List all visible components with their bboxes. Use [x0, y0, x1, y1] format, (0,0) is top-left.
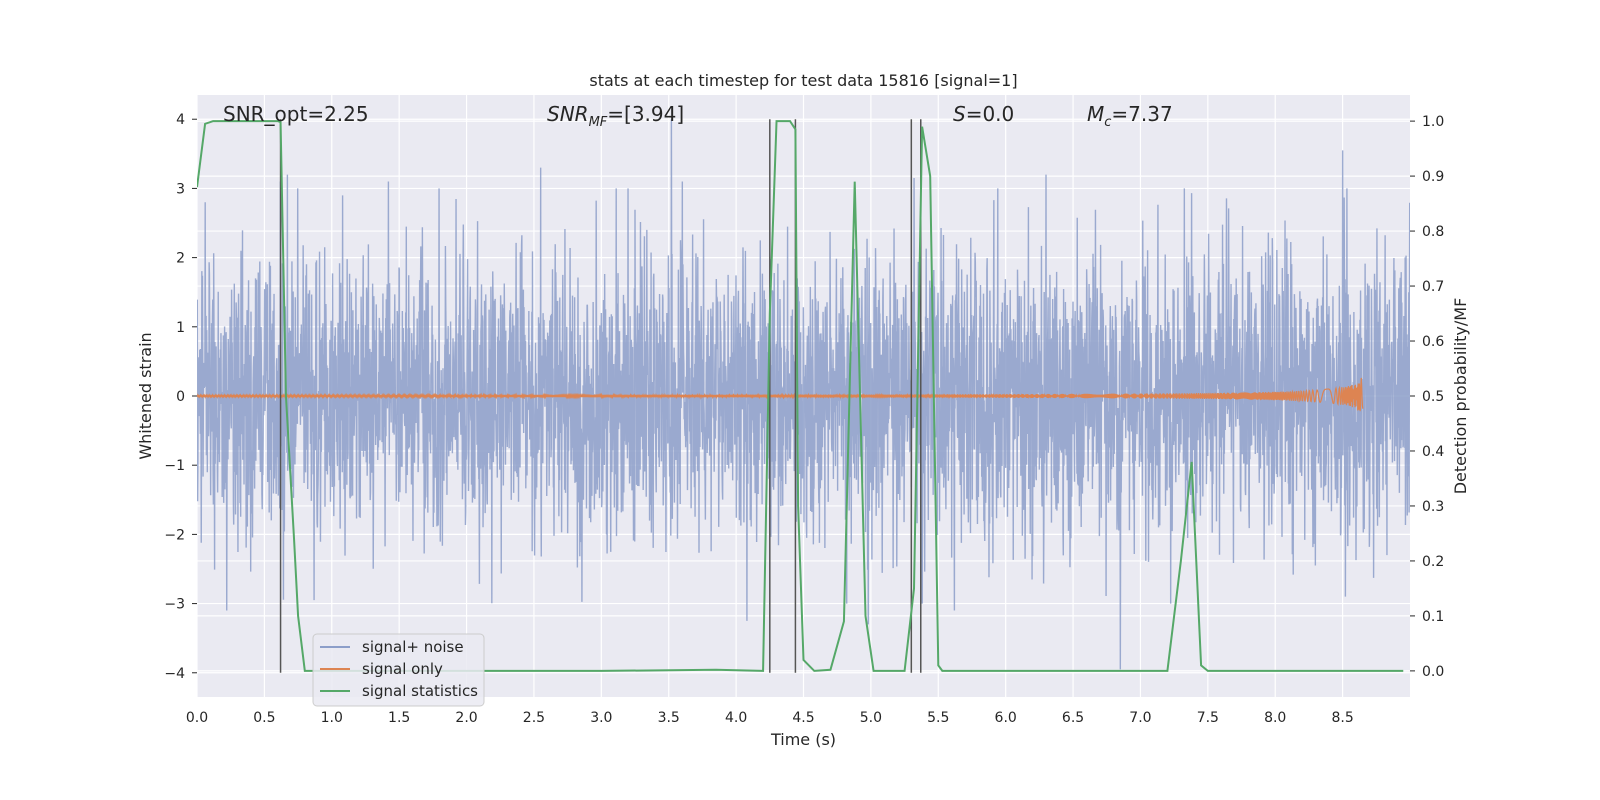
plot-area: [197, 119, 1410, 673]
x-tick-label: 8.0: [1264, 710, 1286, 726]
annotation-snr-opt: SNR_opt=2.25: [223, 102, 369, 126]
x-tick-label: 3.0: [590, 710, 612, 726]
x-tick-label: 5.0: [860, 710, 882, 726]
y2-tick-label: 0.9: [1422, 169, 1444, 185]
x-tick-label: 2.0: [455, 710, 477, 726]
y2-tick-label: 1.0: [1422, 114, 1444, 130]
y-tick-label: 0: [176, 389, 185, 405]
y-tick-label: −1: [164, 458, 185, 474]
annotation-snr-mf: SNRMF=[3.94]: [547, 102, 684, 130]
y2-tick-label: 0.1: [1422, 609, 1444, 625]
legend-box: [312, 633, 485, 707]
y2-tick-label: 0.4: [1422, 444, 1444, 460]
y2-tick-label: 0.3: [1422, 499, 1444, 515]
x-tick-label: 2.5: [523, 710, 545, 726]
x-axis-ticks: 0.0 0.5 1.0 1.5 2.0 2.5 3.0 3.5 4.0 4.5 5.0 5.5 6.0 6…: [186, 710, 1354, 726]
x-axis-label: Time (s): [770, 730, 836, 749]
annotation-s: S=0.0: [953, 102, 1014, 126]
x-tick-label: 3.5: [658, 710, 680, 726]
x-tick-label: 7.0: [1129, 710, 1151, 726]
series-signal-statistics: [197, 120, 1404, 672]
x-tick-label: 6.0: [995, 710, 1017, 726]
series-signal-plus-noise: [197, 119, 1410, 670]
y2-tick-label: 0.5: [1422, 389, 1444, 405]
y-tick-label: 3: [176, 181, 185, 197]
y-tick-label: 4: [176, 112, 185, 128]
legend: signal+ noise signal only signal statistic…: [312, 633, 485, 707]
x-tick-label: 0.5: [253, 710, 275, 726]
y-tick-label: 1: [176, 320, 185, 336]
y-tick-label: −2: [164, 527, 185, 543]
y-tick-label: 2: [176, 251, 185, 267]
y2-tick-label: 0.7: [1422, 279, 1444, 295]
y-tick-label: −3: [164, 597, 185, 613]
x-tick-label: 0.0: [186, 710, 208, 726]
y2-tick-label: 0.8: [1422, 224, 1444, 240]
y2-axis-ticks: 0.0 0.1 0.2 0.3 0.4 0.5 0.6 0.7 0.8 0.9 1.0: [1410, 114, 1444, 680]
chart-title: stats at each timestep for test data 158…: [589, 71, 1017, 90]
legend-label: signal statistics: [362, 682, 478, 700]
x-tick-label: 1.0: [321, 710, 343, 726]
legend-label: signal+ noise: [362, 638, 464, 656]
legend-label: signal only: [362, 660, 443, 678]
x-tick-label: 5.5: [927, 710, 949, 726]
y-axis-label: Whitened strain: [136, 332, 155, 459]
x-tick-label: 6.5: [1062, 710, 1084, 726]
y2-tick-label: 0.2: [1422, 554, 1444, 570]
y2-axis-label: Detection probability/MF: [1451, 298, 1470, 495]
annotation-mc: Mc=7.37: [1087, 102, 1173, 130]
y2-tick-label: 0.0: [1422, 664, 1444, 680]
y2-tick-label: 0.6: [1422, 334, 1444, 350]
y-axis-ticks: 4 3 2 1 0 −1 −2 −3 −4: [164, 112, 197, 682]
x-tick-label: 4.0: [725, 710, 747, 726]
series-signal-only: [197, 377, 1364, 412]
x-tick-label: 1.5: [388, 710, 410, 726]
x-tick-label: 8.5: [1331, 710, 1353, 726]
y-tick-label: −4: [164, 666, 185, 682]
x-tick-label: 7.5: [1197, 710, 1219, 726]
x-tick-label: 4.5: [792, 710, 814, 726]
